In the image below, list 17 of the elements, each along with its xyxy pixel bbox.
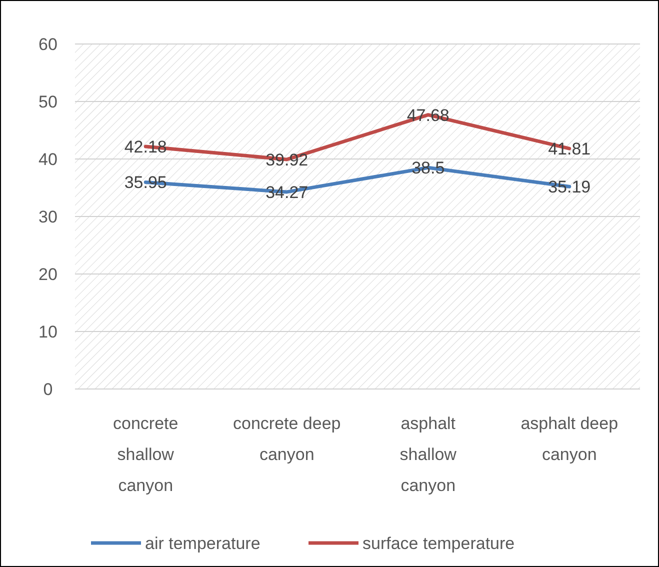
y-tick-label: 20 [38,264,58,284]
y-tick-label: 50 [38,92,58,112]
legend-label: surface temperature [362,534,515,553]
data-label: 35.95 [124,173,167,192]
x-tick-label: asphalt shallow canyon [400,414,458,495]
y-tick-label: 60 [38,34,58,54]
data-label: 35.19 [548,178,591,197]
x-tick-label: asphalt deep canyon [520,414,618,464]
x-tick-label: concrete shallow canyon [113,414,178,495]
y-tick-label: 10 [38,322,58,342]
y-tick-label: 0 [43,380,53,399]
data-label: 42.18 [124,137,167,156]
x-tick-label: concrete deep canyon [233,414,341,464]
data-label: 41.81 [548,140,591,159]
legend-label: air temperature [145,534,260,553]
y-tick-label: 40 [38,150,58,169]
y-tick-label: 30 [38,207,58,226]
